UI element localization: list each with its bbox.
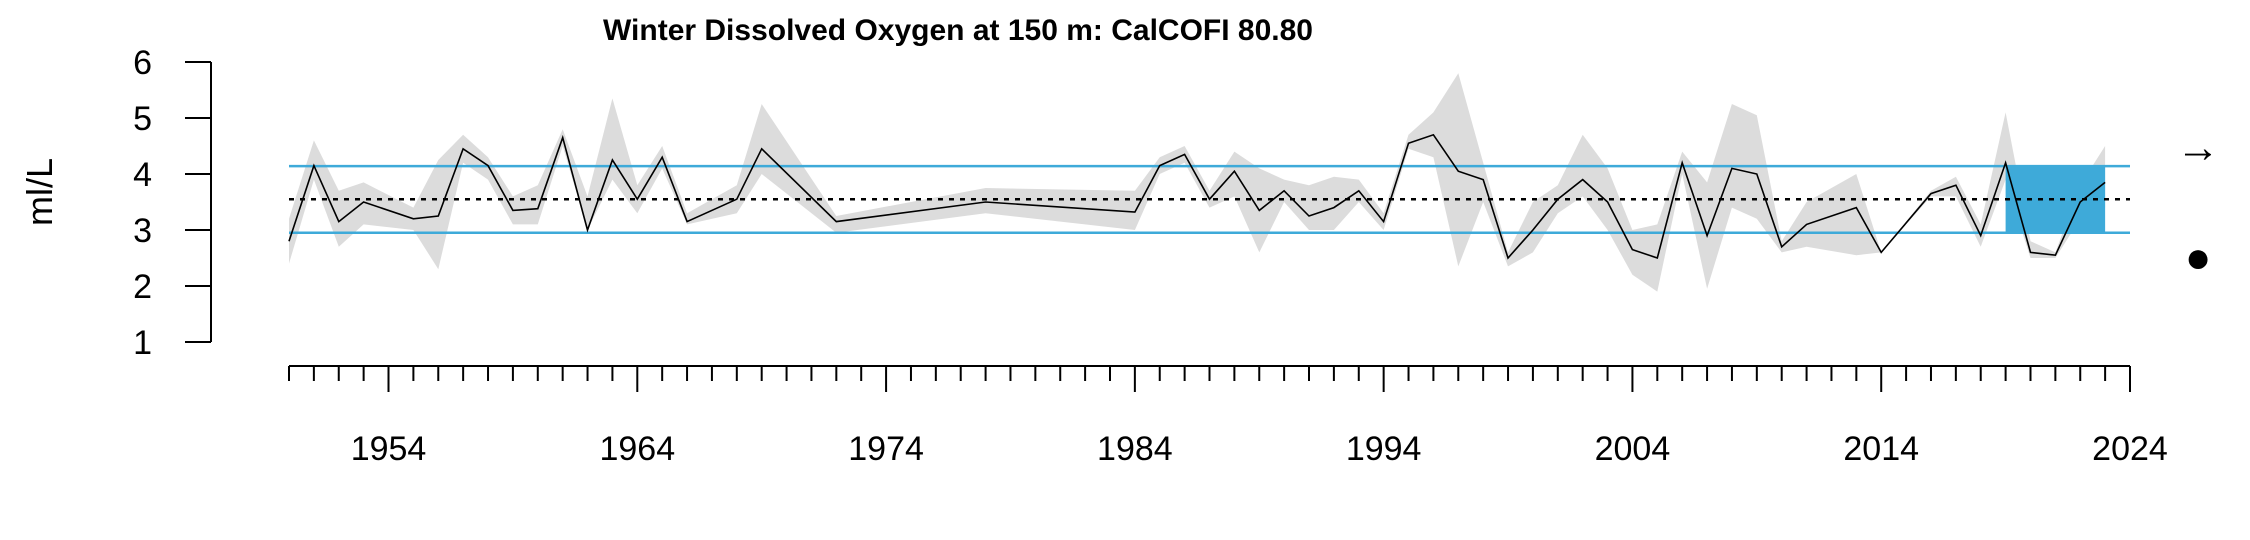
- chart-title: Winter Dissolved Oxygen at 150 m: CalCOF…: [603, 14, 1313, 47]
- x-tick-label: 1994: [1346, 430, 1422, 468]
- y-tick-label: 6: [133, 44, 152, 82]
- x-tick-label: 2014: [1843, 430, 1919, 468]
- y-tick-label: 3: [133, 212, 152, 250]
- x-tick-label: 1954: [351, 430, 427, 468]
- y-tick-label: 4: [133, 156, 152, 194]
- series-line: [288, 133, 2106, 260]
- y-tick-label: 2: [133, 268, 152, 306]
- plot-area: [288, 73, 2130, 292]
- y-tick-label: 1: [133, 324, 152, 362]
- x-tick-label: 1964: [599, 430, 675, 468]
- y-axis-label: ml/L: [19, 158, 60, 226]
- trend-arrow-icon: →: [2176, 123, 2220, 172]
- axes: 1 2 3 4 5 6 1954 1964 1974 1984 1994 2004 2014 2024: [133, 44, 2168, 468]
- x-tick-label: 1984: [1097, 430, 1173, 468]
- x-tick-label: 2004: [1595, 430, 1671, 468]
- error-band: [289, 73, 2106, 292]
- x-tick-label: 2024: [2092, 430, 2168, 468]
- recent-mean-dot-icon: ●: [2185, 233, 2212, 282]
- y-tick-label: 5: [133, 100, 152, 138]
- x-tick-label: 1974: [848, 430, 924, 468]
